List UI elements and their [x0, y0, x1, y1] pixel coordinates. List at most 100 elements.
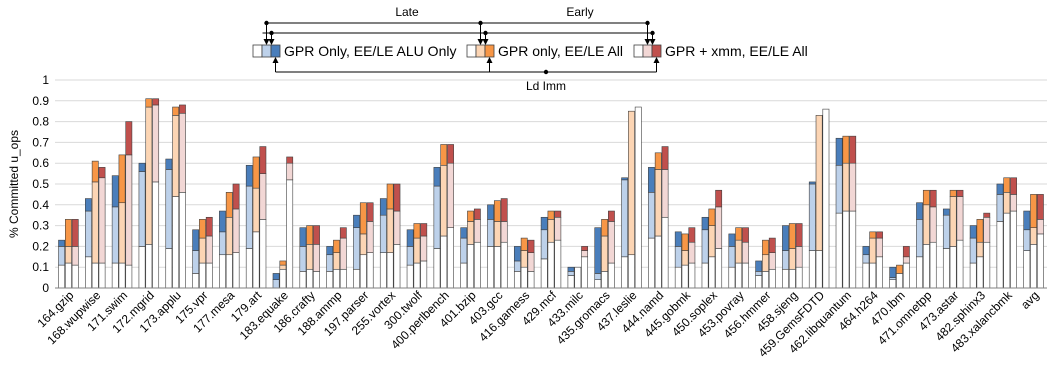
bar-base-segment — [232, 252, 240, 289]
bar-base-segment — [942, 248, 950, 289]
bar-late-segment — [815, 115, 823, 251]
bar-base-segment — [359, 254, 367, 289]
bar-early-segment — [889, 266, 897, 278]
y-axis-ticks: 0 0.1 0.2 0.3 0.4 0.5 0.6 0.7 0.8 0.9 1 — [32, 73, 49, 295]
bar-base-segment — [1030, 244, 1037, 289]
bar-base-segment — [815, 250, 823, 289]
bar-late-segment — [842, 162, 850, 212]
bar-base-segment — [413, 262, 421, 289]
bar-early-segment — [849, 135, 857, 164]
bar-base-segment — [768, 268, 776, 289]
bar-early-segment — [199, 219, 206, 239]
bar-late-segment — [969, 237, 977, 264]
bar-early-segment — [225, 192, 233, 218]
bar-base-segment — [916, 256, 923, 289]
legend-swatch-segment — [475, 44, 486, 58]
bar-early-segment — [152, 98, 160, 106]
bar-late-segment — [527, 252, 535, 272]
bar-late-segment — [869, 237, 877, 264]
bar-early-segment — [715, 189, 723, 208]
bar-base-segment — [608, 262, 615, 289]
bar-base-segment — [735, 262, 743, 289]
bar-early-segment — [949, 189, 957, 197]
bar-base-segment — [956, 239, 964, 289]
bar-early-segment — [674, 231, 682, 247]
bar-base-segment — [621, 256, 629, 289]
bar-late-segment — [688, 241, 696, 264]
bar-early-segment — [353, 214, 360, 228]
bar-base-segment — [205, 262, 213, 289]
bar-early-segment — [735, 227, 743, 241]
bar-base-segment — [628, 254, 635, 289]
bar-base-segment — [493, 246, 501, 289]
bar-base-segment — [554, 239, 562, 289]
bar-base-segment — [259, 219, 267, 289]
bar-base-segment — [574, 266, 582, 289]
legend-series-label: GPR + xmm, EE/LE All — [665, 43, 808, 59]
bar-base-segment — [601, 271, 609, 289]
bar-base-segment — [708, 256, 716, 289]
bar-late-segment — [728, 246, 736, 268]
legend-arrowhead — [268, 39, 275, 45]
bar-late-segment — [111, 206, 119, 264]
bar-late-segment — [520, 250, 528, 268]
bar-late-segment — [225, 216, 233, 256]
bar-late-segment — [862, 254, 870, 264]
bar-early-segment — [145, 98, 153, 108]
bar-base-segment — [487, 246, 494, 289]
bar-base-segment — [822, 108, 830, 289]
bar-base-segment — [634, 106, 642, 289]
bar-early-segment — [608, 210, 615, 222]
bar-early-segment — [762, 239, 769, 256]
bar-late-segment — [540, 229, 548, 260]
bar-late-segment — [259, 173, 267, 220]
bar-late-segment — [353, 227, 360, 270]
bar-early-segment — [527, 239, 535, 253]
bar-base-segment — [902, 262, 910, 289]
bar-base-segment — [949, 246, 957, 289]
bar-late-segment — [708, 225, 716, 258]
bar-early-segment — [916, 202, 923, 220]
bar-early-segment — [393, 183, 401, 212]
bar-late-segment — [1010, 194, 1017, 212]
y-tick-label: 0.8 — [32, 115, 49, 129]
bar-base-segment — [219, 254, 226, 289]
bar-early-segment — [1023, 210, 1031, 231]
bar-early-segment — [98, 167, 106, 179]
bar-late-segment — [386, 208, 394, 253]
bar-base-segment — [547, 241, 555, 289]
bar-base-segment — [447, 227, 454, 289]
bar-early-segment — [245, 164, 253, 187]
legend-arrowhead — [649, 39, 656, 45]
bar-late-segment — [889, 277, 897, 280]
bar-early-segment — [956, 189, 964, 197]
bar-base-segment — [996, 221, 1004, 289]
bar-late-segment — [58, 246, 66, 266]
bars — [58, 98, 1044, 289]
bar-base-segment — [976, 256, 984, 289]
bar-late-segment — [286, 162, 294, 181]
bar-late-segment — [762, 254, 769, 272]
bar-early-segment — [299, 227, 307, 247]
bar-early-segment — [58, 239, 66, 247]
bar-base-segment — [467, 244, 474, 289]
bar-early-segment — [942, 208, 950, 216]
y-tick-label: 0.6 — [32, 156, 49, 170]
bar-base-segment — [118, 262, 126, 289]
bar-late-segment — [902, 256, 910, 264]
bar-late-segment — [393, 210, 401, 245]
bar-base-segment — [540, 258, 548, 289]
bar-late-segment — [768, 252, 776, 270]
bar-late-segment — [98, 177, 106, 264]
bar-late-segment — [949, 196, 957, 247]
bar-late-segment — [795, 246, 803, 268]
bar-late-segment — [1003, 192, 1011, 214]
bar-base-segment — [199, 262, 206, 289]
bar-base-segment — [849, 210, 857, 289]
bar-late-segment — [179, 112, 186, 193]
bar-base-segment — [58, 264, 66, 289]
bar-early-segment — [460, 227, 468, 239]
bar-base-segment — [71, 264, 79, 289]
bar-late-segment — [192, 250, 200, 274]
